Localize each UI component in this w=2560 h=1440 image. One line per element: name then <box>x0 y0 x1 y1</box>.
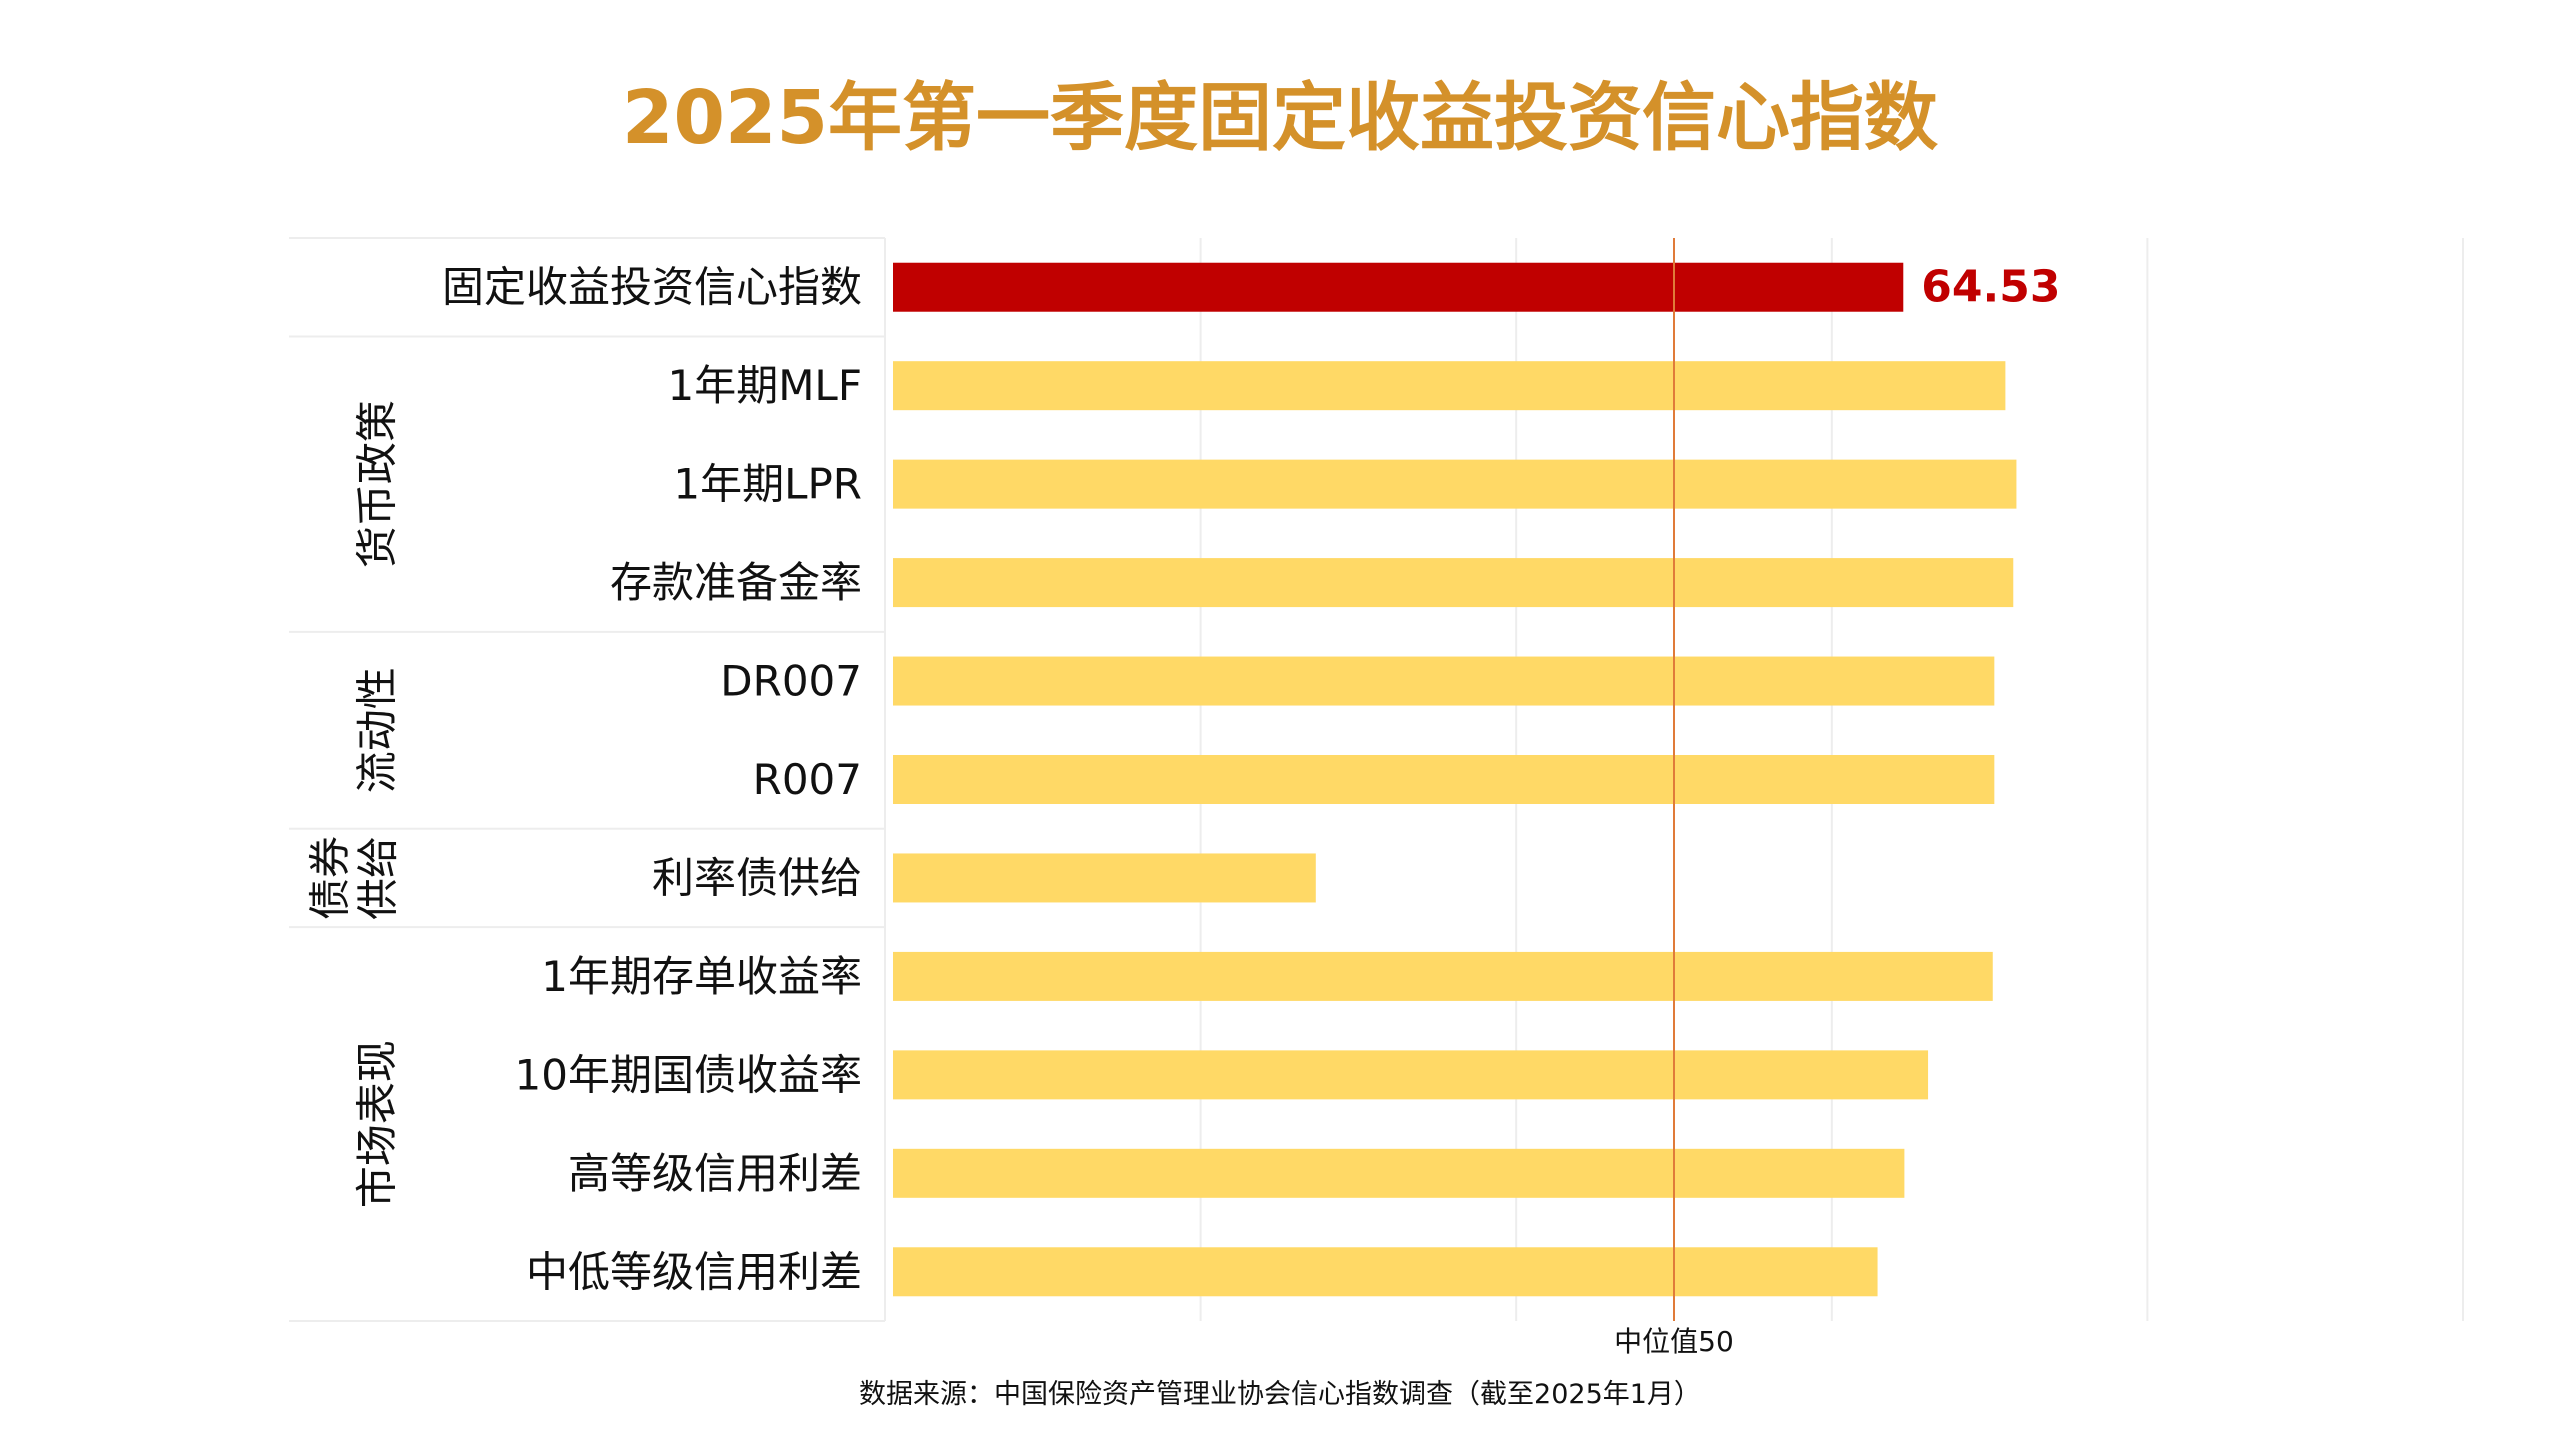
category-label: R007 <box>753 755 862 804</box>
category-label: DR007 <box>720 657 862 706</box>
category-label: 高等级信用利差 <box>568 1149 862 1198</box>
category-label: 10年期国债收益率 <box>515 1050 862 1099</box>
bar <box>893 755 1995 804</box>
source-note: 数据来源：中国保险资产管理业协会信心指数调查（截至2025年1月） <box>859 1379 1701 1410</box>
group-label: 市场表现 <box>353 1040 402 1208</box>
bar <box>893 361 2006 411</box>
reference-line-label: 中位值50 <box>1614 1325 1734 1358</box>
bar <box>893 853 1316 903</box>
group-label: 流动性 <box>353 667 402 793</box>
chart-title: 2025年第一季度固定收益投资信心指数 <box>622 75 1938 161</box>
category-label: 中低等级信用利差 <box>526 1247 862 1296</box>
category-label: 利率债供给 <box>652 853 862 902</box>
category-label: 1年期存单收益率 <box>541 952 862 1001</box>
category-label: 固定收益投资信心指数 <box>442 263 862 312</box>
bar <box>893 656 1995 706</box>
bar <box>893 262 1904 312</box>
category-label: 存款准备金率 <box>610 558 862 607</box>
category-label: 1年期LPR <box>673 460 862 509</box>
bar <box>893 459 2017 509</box>
bar <box>893 558 2014 608</box>
group-label: 债券 <box>306 836 355 920</box>
group-label: 货币政策 <box>353 400 402 568</box>
bar <box>893 951 1993 1001</box>
category-label: 1年期MLF <box>667 361 862 410</box>
bar <box>893 1050 1929 1100</box>
bar <box>893 1148 1905 1198</box>
data-label: 64.53 <box>1921 262 2060 313</box>
group-label: 供给 <box>354 836 403 920</box>
bar <box>893 1247 1878 1297</box>
